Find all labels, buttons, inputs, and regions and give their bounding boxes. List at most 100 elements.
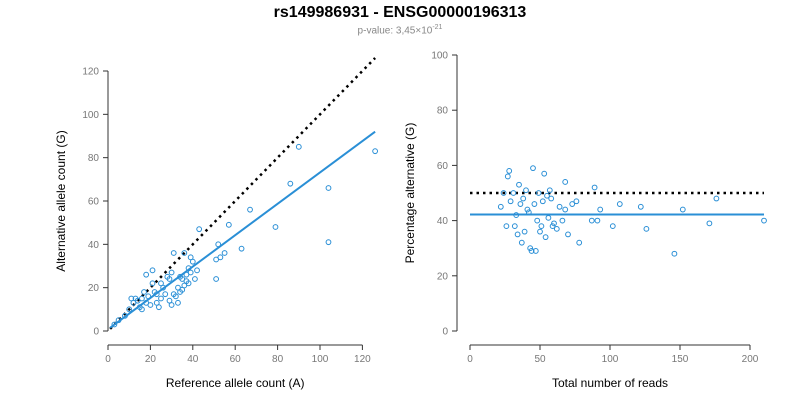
right-data-point bbox=[525, 209, 532, 216]
right-data-point bbox=[545, 214, 552, 221]
left-x-axis-label: Reference allele count (A) bbox=[166, 376, 305, 390]
left-data-point bbox=[217, 254, 224, 261]
right-data-point bbox=[594, 217, 601, 224]
right-y-tick-label: 40 bbox=[437, 216, 449, 227]
right-y-tick-label: 100 bbox=[431, 51, 448, 62]
left-y-tick-label: 100 bbox=[82, 110, 99, 121]
right-y-tick-label: 80 bbox=[437, 106, 449, 117]
right-data-point bbox=[556, 203, 563, 210]
right-data-point bbox=[539, 198, 546, 205]
left-data-point bbox=[168, 269, 175, 276]
left-data-point bbox=[272, 224, 279, 230]
right-data-point bbox=[588, 217, 595, 224]
right-data-point bbox=[518, 239, 525, 246]
right-data-point bbox=[541, 170, 548, 177]
left-data-point bbox=[145, 293, 152, 300]
left-reference-line bbox=[109, 57, 377, 330]
right-data-point bbox=[500, 190, 507, 196]
right-data-point bbox=[510, 190, 517, 196]
right-data-point bbox=[591, 184, 598, 191]
left-data-point bbox=[213, 276, 220, 282]
left-data-point bbox=[181, 250, 188, 256]
left-y-tick-label: 40 bbox=[88, 240, 100, 251]
right-data-point bbox=[713, 195, 720, 202]
right-data-point bbox=[573, 198, 580, 205]
right-y-tick-label: 20 bbox=[437, 271, 449, 282]
right-data-point bbox=[523, 187, 529, 194]
left-data-point bbox=[325, 185, 332, 191]
right-data-point bbox=[517, 201, 524, 207]
left-data-point bbox=[194, 267, 200, 274]
right-data-point bbox=[643, 225, 650, 232]
right-data-point bbox=[524, 206, 531, 213]
right-data-point bbox=[671, 250, 678, 257]
left-scatter-panel: 0 20 40 60 80 100 120 0 20 40 60 80 100 120 Reference … bbox=[54, 57, 379, 390]
left-x-tick-label: 20 bbox=[145, 354, 157, 365]
right-data-point bbox=[538, 223, 545, 230]
right-x-axis-label: Total number of reads bbox=[552, 376, 668, 390]
left-data-point bbox=[247, 206, 253, 213]
right-data-point bbox=[637, 203, 644, 210]
left-y-axis-label: Alternative allele count (G) bbox=[54, 130, 68, 271]
right-data-point bbox=[514, 231, 521, 238]
right-data-point bbox=[537, 228, 543, 235]
right-data-point bbox=[520, 195, 527, 202]
right-x-tick-label: 200 bbox=[742, 354, 759, 365]
left-data-point bbox=[295, 143, 302, 150]
right-data-point bbox=[565, 231, 571, 238]
left-data-point bbox=[149, 267, 156, 274]
left-data-point bbox=[172, 293, 179, 300]
left-data-point bbox=[162, 291, 169, 298]
right-x-tick-label: 50 bbox=[534, 354, 546, 365]
left-y-tick-label: 0 bbox=[93, 327, 99, 338]
right-data-point bbox=[548, 195, 555, 202]
right-data-point bbox=[544, 192, 550, 199]
left-data-point bbox=[168, 302, 175, 308]
right-data-point bbox=[534, 217, 541, 224]
left-x-tick-label: 0 bbox=[105, 354, 111, 365]
left-data-point bbox=[287, 180, 294, 187]
right-data-point bbox=[521, 228, 528, 235]
p-value-exponent: -21 bbox=[432, 24, 443, 31]
right-y-tick-label: 0 bbox=[442, 327, 448, 338]
left-data-point bbox=[147, 302, 154, 308]
left-data-point bbox=[166, 276, 173, 282]
right-data-point bbox=[513, 212, 520, 218]
left-data-point bbox=[139, 295, 145, 302]
right-data-point bbox=[609, 223, 616, 230]
right-x-tick-label: 100 bbox=[602, 354, 619, 365]
right-data-point bbox=[616, 201, 623, 207]
left-data-point bbox=[160, 284, 167, 291]
right-data-point bbox=[576, 239, 583, 246]
right-data-point bbox=[597, 206, 604, 213]
left-data-point bbox=[158, 295, 164, 302]
right-data-point bbox=[497, 203, 504, 210]
right-data-point bbox=[530, 165, 536, 172]
left-data-point bbox=[192, 276, 198, 282]
right-data-point bbox=[528, 248, 535, 254]
left-x-tick-label: 100 bbox=[312, 354, 329, 365]
right-data-point bbox=[562, 206, 569, 213]
right-data-point bbox=[504, 173, 511, 180]
left-x-tick-label: 120 bbox=[354, 354, 371, 365]
left-data-point bbox=[143, 271, 150, 278]
left-data-point bbox=[196, 226, 203, 233]
left-y-tick-label: 20 bbox=[88, 283, 100, 294]
right-y-axis-label: Percentage alternative (G) bbox=[403, 123, 417, 264]
left-data-point bbox=[187, 269, 194, 276]
chart-subtitle: p-value: 3,45×10-21 bbox=[0, 24, 800, 36]
left-data-point bbox=[115, 317, 122, 324]
right-scatter-panel: 0 50 100 150 200 0 20 40 60 80 100 Total number of … bbox=[403, 51, 767, 390]
left-y-tick-label: 60 bbox=[88, 197, 100, 208]
left-data-point bbox=[372, 148, 379, 155]
p-value-text: p-value: 3,45×10 bbox=[357, 25, 433, 37]
left-data-point bbox=[175, 299, 181, 306]
right-data-point bbox=[511, 223, 518, 230]
right-y-tick-label: 60 bbox=[437, 161, 449, 172]
chart-title: rs149986931 - ENSG00000196313 bbox=[273, 4, 527, 21]
right-data-point bbox=[553, 225, 560, 232]
right-data-point bbox=[559, 217, 566, 224]
right-data-point bbox=[535, 190, 542, 196]
left-y-tick-label: 80 bbox=[88, 153, 100, 164]
